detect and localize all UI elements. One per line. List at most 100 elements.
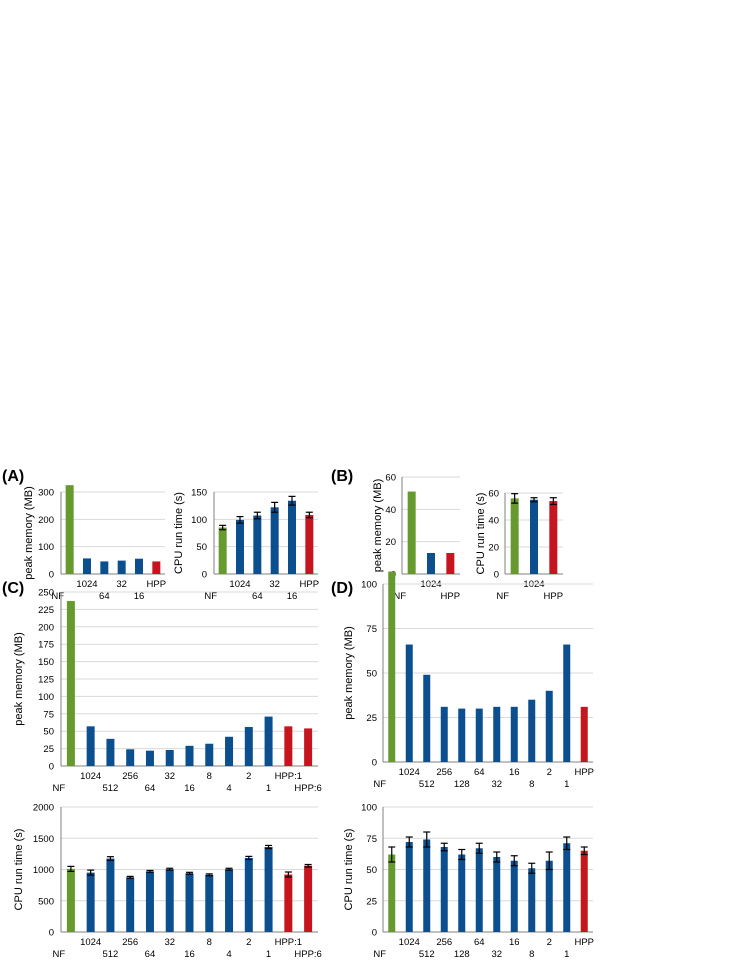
x-tick-label: NF [53,783,66,794]
error-bar [205,873,213,877]
error-bar [236,515,244,524]
bar-1024 [236,519,244,574]
y-tick-label: 0 [202,570,207,581]
x-tick-label: 2 [246,771,251,782]
error-bar [219,524,227,531]
bar-512 [106,738,115,766]
error-bar [545,851,553,871]
bar-4 [225,869,234,932]
error-bar [440,842,448,852]
panel-label-d: (D) [331,580,353,597]
error-bar [288,495,296,506]
bar-1024 [405,842,413,932]
x-tick-label: 256 [436,937,452,948]
bar-nf [66,868,75,932]
bar-64 [145,750,154,766]
bar-32 [117,560,126,574]
x-tick-label: HPP [574,767,594,778]
bar-512 [423,674,431,762]
y-tick-label: 100 [361,803,377,814]
y-tick-label: 60 [385,473,396,484]
bar-256 [126,877,135,932]
x-tick-label: 1024 [80,937,101,948]
x-tick-label: NF [51,591,64,602]
chart-C-memory: 0 25 50 75 100 125 150 175 200 225 250 peak memory … [13,588,322,795]
x-tick-label: 8 [207,771,212,782]
bar-64 [100,561,109,574]
x-tick-label: 64 [145,783,156,794]
y-tick-label: 50 [196,542,207,553]
x-tick-label: NF [204,591,217,602]
error-bar [475,842,483,854]
x-tick-label: HPP [441,591,461,602]
y-tick-label: 50 [43,727,54,738]
x-tick-label: 256 [436,767,452,778]
y-tick-label: 125 [38,675,54,686]
y-tick-label: 150 [38,657,54,668]
y-tick-label: 25 [366,896,377,907]
bar-nf [65,485,74,574]
y-tick-label: 1000 [33,865,54,876]
y-axis-label: CPU run time (s) [475,493,487,575]
x-tick-label: 32 [164,771,175,782]
y-tick-label: 100 [361,580,377,591]
error-bar [126,875,134,879]
x-tick-label: 256 [122,771,138,782]
bar-nf [510,498,519,574]
x-tick-label: HPP [300,579,320,590]
error-bar [549,497,557,506]
bar-1024 [530,499,538,574]
x-tick-label: HPP:1 [275,771,302,782]
x-tick-label: 1 [564,779,569,790]
x-tick-label: 128 [454,949,470,960]
bar-32 [493,857,501,932]
bar-16 [288,500,296,574]
bar-64 [145,871,154,932]
x-tick-label: 1 [564,949,569,960]
panel-label-b: (B) [331,468,353,485]
error-bar [511,493,519,504]
bar-1024 [83,558,91,574]
bar-hpp [580,706,588,762]
y-tick-label: 0 [372,928,377,939]
bar-1 [264,847,273,932]
y-tick-label: 1500 [33,834,54,845]
x-tick-label: 512 [102,949,118,960]
bar-1024 [405,644,413,762]
y-tick-label: 250 [38,588,54,599]
bar-32 [493,706,501,762]
y-tick-label: 20 [488,543,499,554]
x-tick-label: 1024 [80,771,101,782]
x-tick-label: NF [393,591,406,602]
y-axis-label: peak memory (MB) [23,486,35,580]
x-tick-label: 8 [529,779,534,790]
y-tick-label: 225 [38,605,54,616]
x-tick-label: NF [496,591,509,602]
x-tick-label: 16 [509,767,520,778]
panel-label-a: (A) [2,468,24,485]
x-tick-label: HPP:6 [294,949,321,960]
error-bar [186,871,193,875]
y-tick-label: 100 [191,515,207,526]
error-bar [528,862,536,874]
x-tick-label: 32 [491,779,502,790]
x-tick-label: 2 [246,937,251,948]
bar-8 [528,699,536,762]
x-tick-label: 64 [474,767,485,778]
error-bar [67,865,75,872]
x-tick-label: NF [53,949,66,960]
x-tick-label: 32 [116,579,127,590]
x-tick-label: 2 [547,937,552,948]
y-tick-label: 75 [43,709,54,720]
y-tick-label: 0 [494,570,499,581]
bar-2 [545,690,553,762]
x-tick-label: 16 [287,591,298,602]
bar-8 [205,743,214,766]
bar-16 [510,860,518,932]
y-tick-label: 75 [366,834,377,845]
bar-2 [244,727,253,766]
x-tick-label: 64 [145,949,156,960]
bar-64 [475,848,483,932]
x-tick-label: 32 [491,949,502,960]
